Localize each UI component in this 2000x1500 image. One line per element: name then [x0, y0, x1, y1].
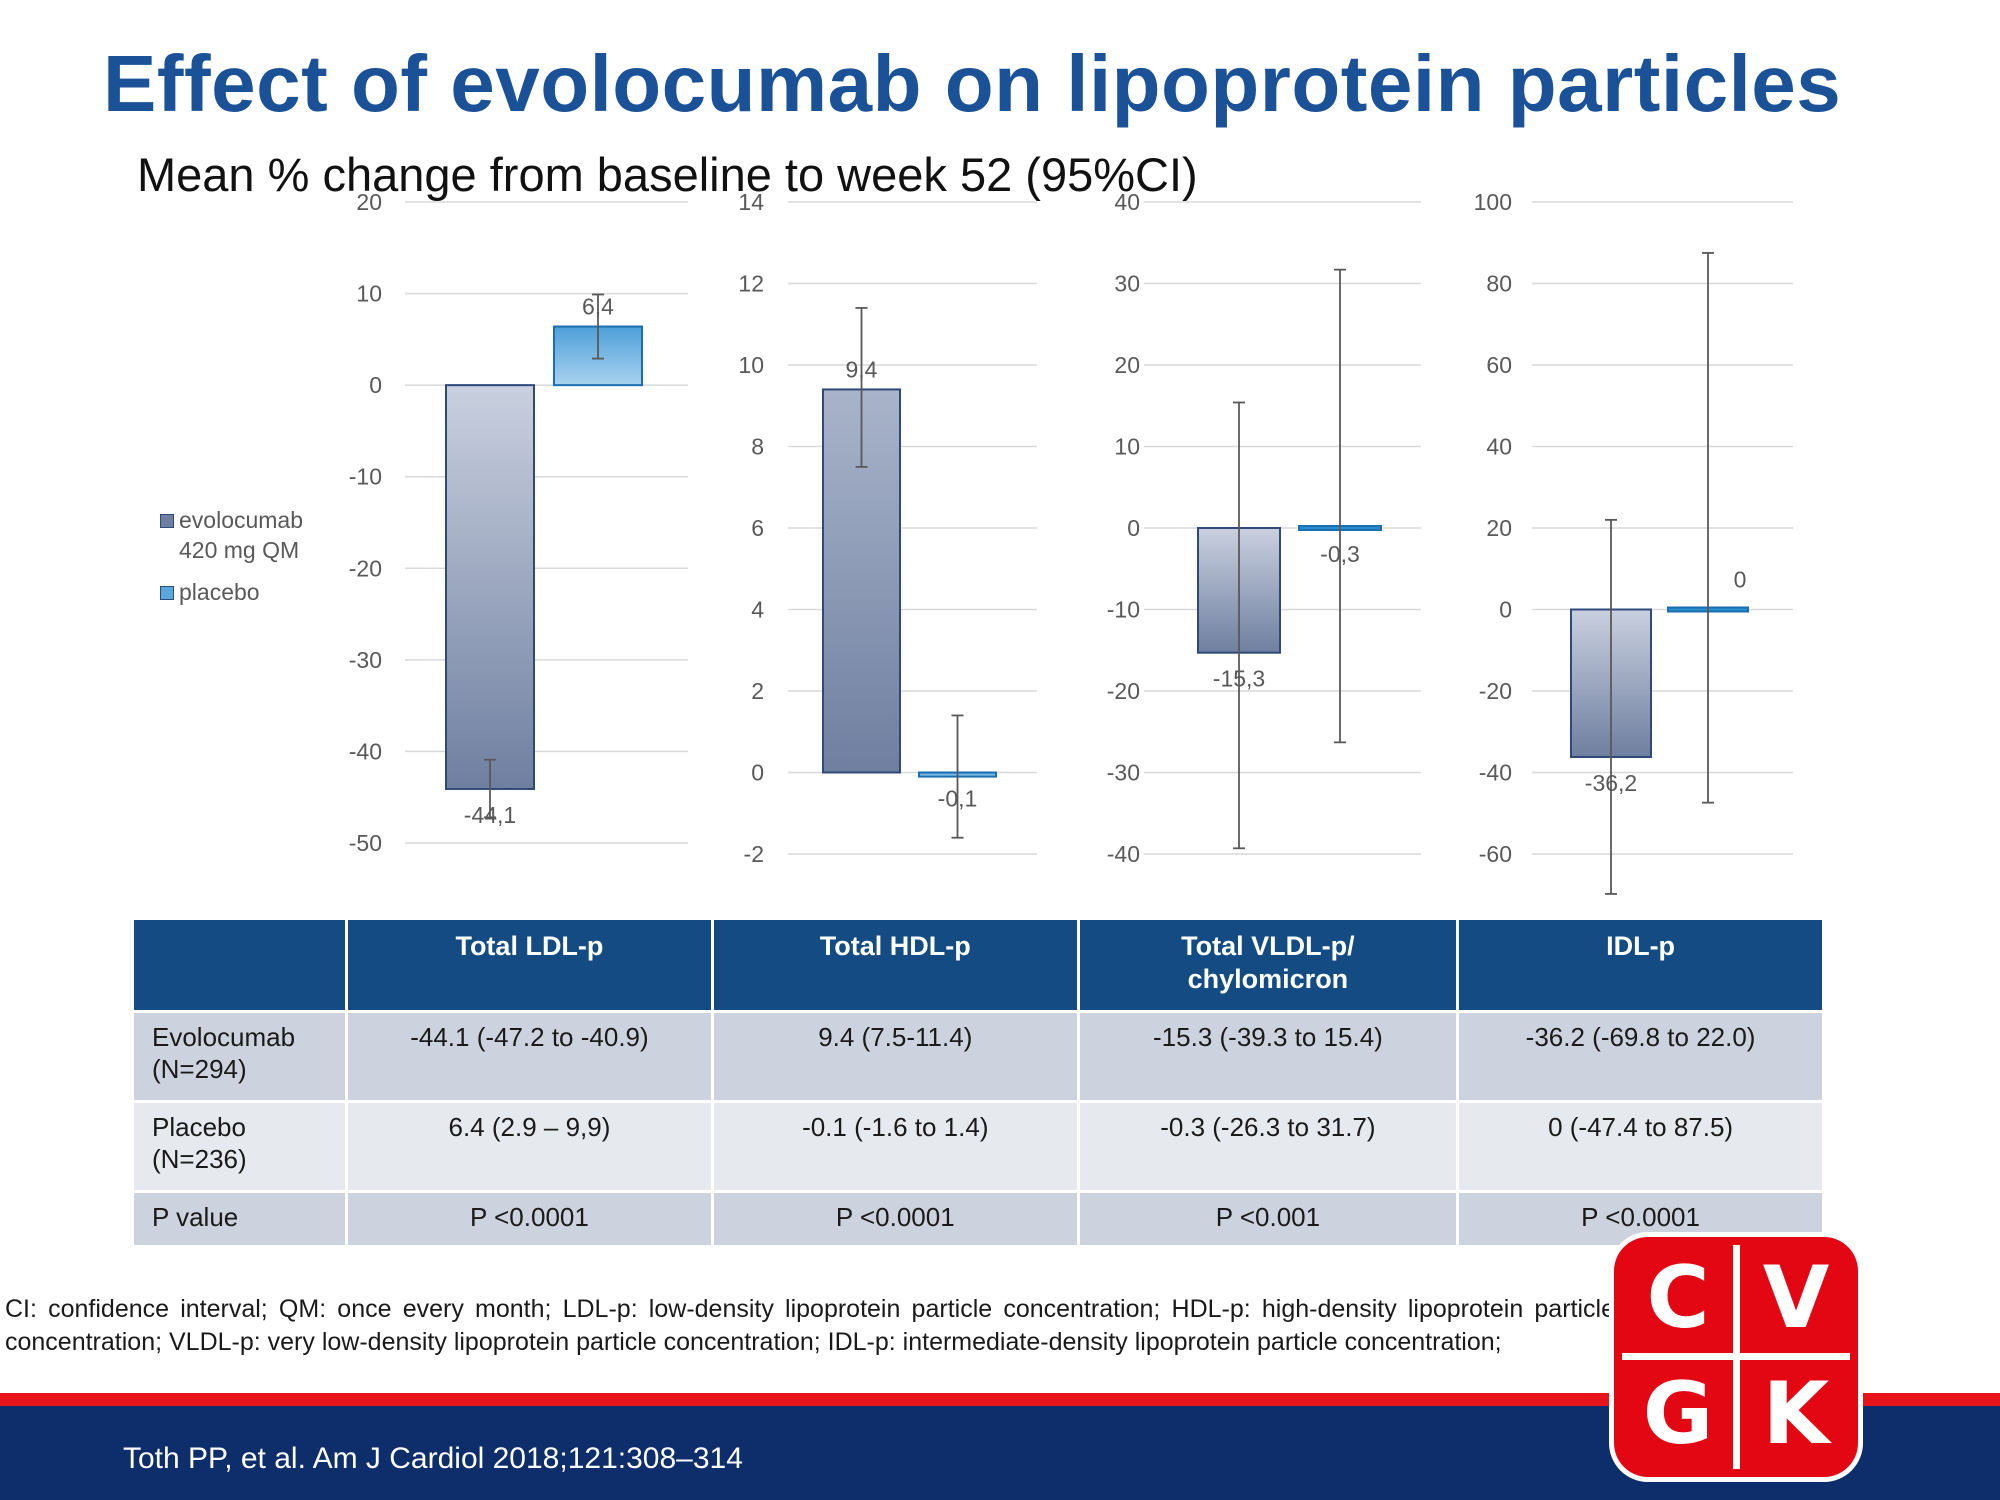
y-tick-label: -30: [1107, 760, 1140, 786]
data-label: 6,4: [582, 294, 614, 320]
y-tick-label: 80: [1486, 271, 1512, 297]
table-cell: 9.4 (7.5-11.4): [710, 1010, 1079, 1102]
y-tick-label: 14: [738, 189, 764, 215]
data-label: -36,2: [1585, 770, 1637, 796]
legend-label-placebo: placebo: [179, 579, 260, 605]
y-tick-label: 4: [751, 597, 764, 623]
y-tick-label: -20: [1479, 678, 1512, 704]
chart-subtitle: Mean % change from baseline to week 52 (…: [137, 148, 1198, 201]
table-header-row: Total LDL-p Total HDL-p Total VLDL-p/ ch…: [134, 920, 1822, 1012]
row-label-placebo: Placebo (N=236): [152, 1112, 247, 1174]
data-label: -44,1: [464, 802, 516, 828]
y-tick-label: 2: [751, 678, 764, 704]
y-tick-label: -10: [349, 464, 382, 490]
table-cell: -15.3 (-39.3 to 15.4): [1076, 1010, 1458, 1102]
y-tick-label: -10: [1107, 597, 1140, 623]
logo-letter: V: [1762, 1248, 1830, 1348]
table-cell: P <0.001: [1076, 1190, 1458, 1245]
table-header-blank: [134, 920, 347, 1012]
y-tick-label: 10: [738, 352, 764, 378]
chart-legend: evolocumab 420 mg QM placebo: [160, 505, 303, 607]
y-tick-label: -20: [349, 555, 382, 581]
y-tick-label: 0: [369, 372, 382, 398]
legend-label-evolocumab-dose: 420 mg QM: [179, 537, 300, 563]
y-tick-label: 40: [1114, 189, 1140, 215]
y-tick-label: -60: [1479, 841, 1512, 867]
y-tick-label: -2: [744, 841, 764, 867]
y-tick-label: 10: [1114, 434, 1140, 460]
y-tick-label: 20: [1486, 515, 1512, 541]
slide-title: Effect of evolocumab on lipoprotein part…: [103, 39, 1842, 128]
y-tick-label: -40: [1107, 841, 1140, 867]
logo-letter: C: [1646, 1248, 1710, 1348]
legend-item-evolocumab: evolocumab 420 mg QM: [160, 505, 303, 565]
y-tick-label: 8: [751, 434, 764, 460]
table-cell: P <0.0001: [710, 1190, 1079, 1245]
table-header-vldl: Total VLDL-p/ chylomicron: [1076, 920, 1458, 1012]
data-label: 9,4: [846, 356, 878, 382]
y-tick-label: 40: [1486, 434, 1512, 460]
y-tick-label: -20: [1107, 678, 1140, 704]
legend-swatch-evolocumab: [160, 514, 174, 528]
legend-item-placebo: placebo: [160, 577, 303, 607]
table-cell: -0.1 (-1.6 to 1.4): [710, 1100, 1079, 1192]
data-label: -0,3: [1320, 541, 1360, 567]
row-label-evolocumab: Evolocumab (N=294): [152, 1022, 296, 1084]
y-tick-label: 10: [356, 281, 382, 307]
table-header-ldl: Total LDL-p: [345, 920, 713, 1012]
table-cell: -36.2 (-69.8 to 22.0): [1456, 1010, 1822, 1102]
legend-label-evolocumab: evolocumab: [179, 507, 304, 533]
y-tick-label: -30: [349, 647, 382, 673]
table-row: P value P <0.0001 P <0.0001 P <0.001 P <…: [134, 1190, 1822, 1245]
y-tick-label: -40: [1479, 760, 1512, 786]
data-label: 0: [1734, 567, 1747, 593]
y-tick-label: -40: [349, 738, 382, 764]
y-tick-label: 6: [751, 515, 764, 541]
y-tick-label: 12: [738, 271, 764, 297]
table-header-hdl: Total HDL-p: [710, 920, 1079, 1012]
footer-red-stripe: [0, 1393, 2000, 1406]
y-tick-label: 0: [1499, 597, 1512, 623]
table-cell: P <0.0001: [345, 1190, 713, 1245]
bar-charts: 20100-10-20-30-40-50-44,16,414121086420-…: [349, 189, 1793, 895]
y-tick-label: 0: [1127, 515, 1140, 541]
table-cell: -44.1 (-47.2 to -40.9): [345, 1010, 713, 1102]
table-row: Evolocumab (N=294) -44.1 (-47.2 to -40.9…: [134, 1010, 1822, 1102]
data-label: -0,1: [938, 786, 978, 812]
results-table: Total LDL-p Total HDL-p Total VLDL-p/ ch…: [134, 920, 1822, 1245]
table-cell: P <0.0001: [1456, 1190, 1822, 1245]
logo-letter: G: [1642, 1364, 1714, 1464]
table-row: Placebo (N=236) 6.4 (2.9 – 9,9) -0.1 (-1…: [134, 1100, 1822, 1192]
y-tick-label: 30: [1114, 271, 1140, 297]
bar-evolocumab: [445, 384, 535, 790]
footnote: CI: confidence interval; QM: once every …: [5, 1295, 1615, 1356]
y-tick-label: -50: [349, 830, 382, 856]
y-tick-label: 0: [751, 760, 764, 786]
table-header-idl: IDL-p: [1456, 920, 1822, 1012]
legend-swatch-placebo: [160, 586, 174, 600]
y-tick-label: 60: [1486, 352, 1512, 378]
data-label: -15,3: [1213, 666, 1265, 692]
table-cell: -0.3 (-26.3 to 31.7): [1076, 1100, 1458, 1192]
cvgk-logo: C V G K: [1614, 1237, 1858, 1477]
y-tick-label: 20: [1114, 352, 1140, 378]
table-cell: 0 (-47.4 to 87.5): [1456, 1100, 1822, 1192]
table-cell: 6.4 (2.9 – 9,9): [345, 1100, 713, 1192]
logo-letter: K: [1762, 1364, 1830, 1464]
row-label-pvalue: P value: [134, 1190, 347, 1245]
y-tick-label: 100: [1474, 189, 1512, 215]
y-tick-label: 20: [356, 189, 382, 215]
citation: Toth PP, et al. Am J Cardiol 2018;121:30…: [123, 1442, 743, 1475]
